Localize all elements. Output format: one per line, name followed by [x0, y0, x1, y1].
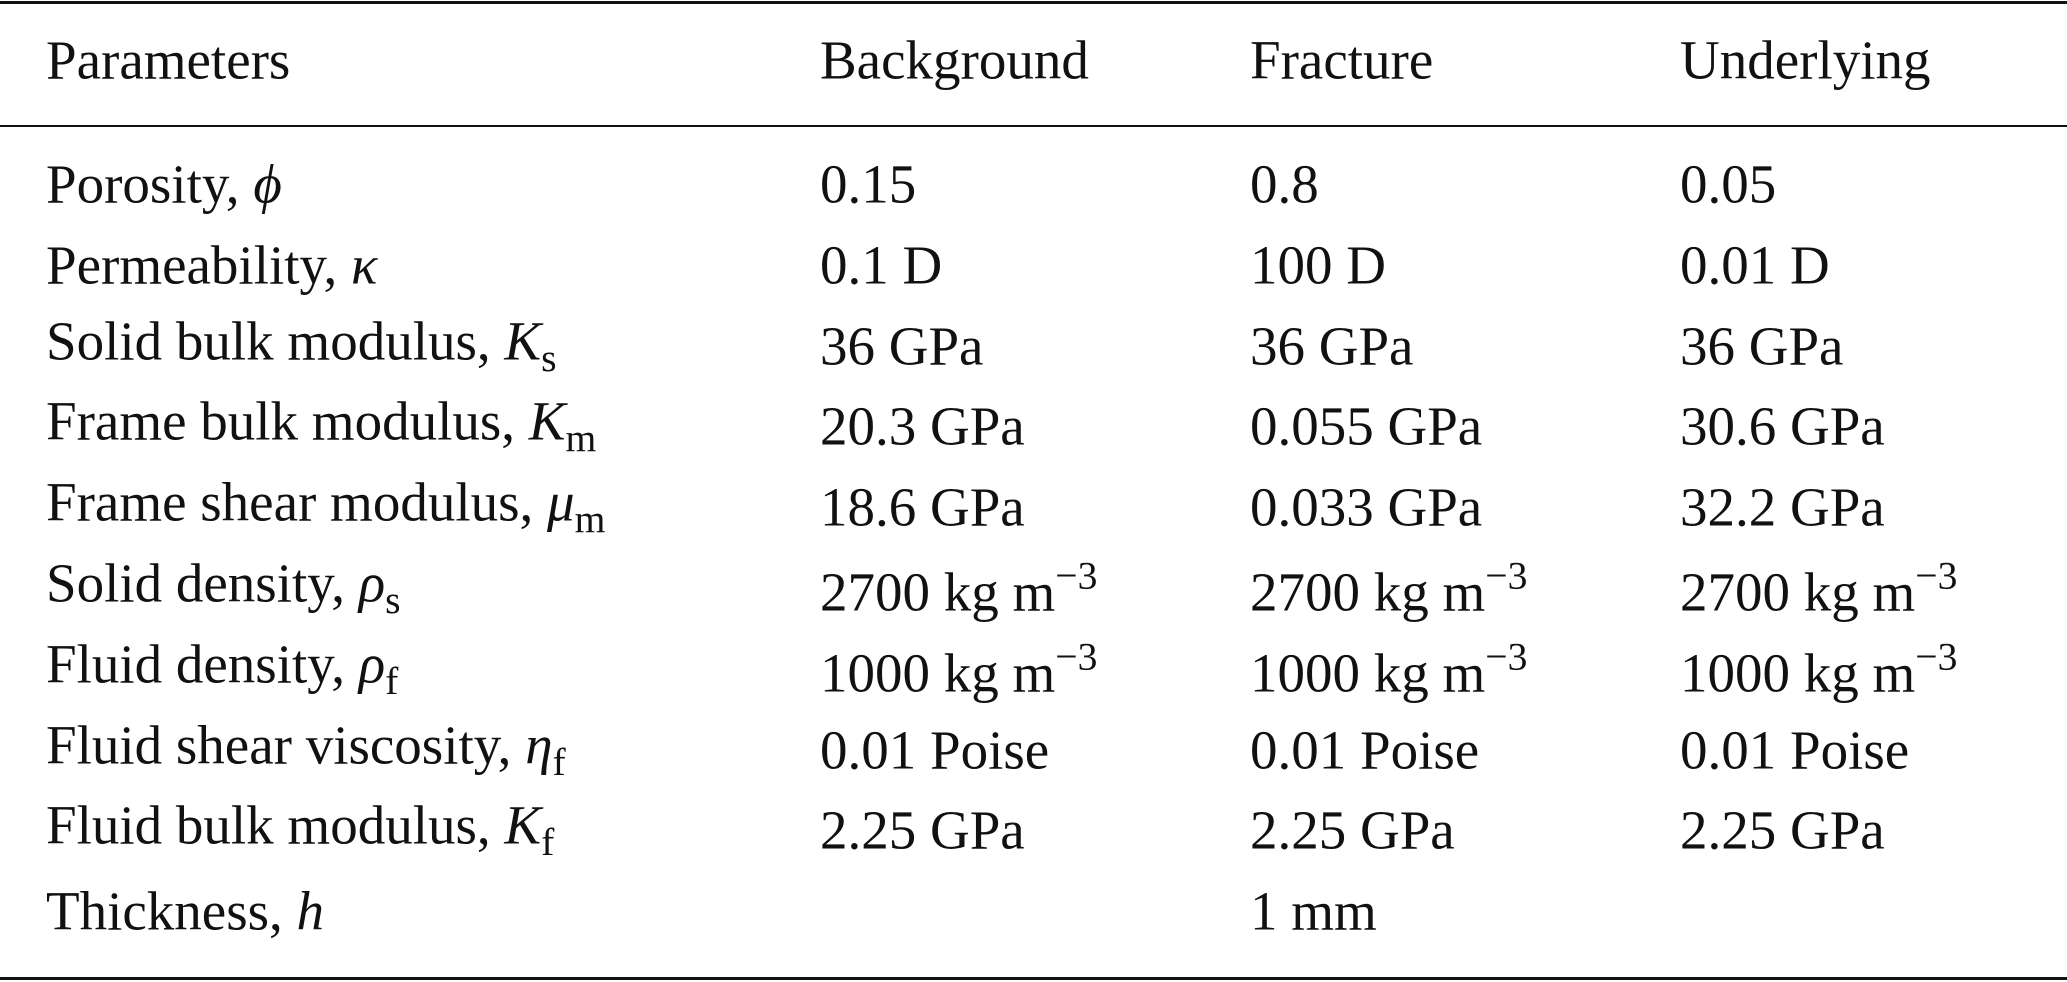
label-text: Fluid density,: [46, 633, 345, 695]
symbol: ρs: [358, 552, 401, 623]
subscript: s: [541, 335, 557, 380]
label-text: Solid bulk modulus,: [46, 309, 491, 371]
label-text: Permeability,: [46, 234, 338, 296]
header-cell: Underlying: [1680, 29, 1931, 91]
symbol: μm: [547, 471, 606, 542]
value-cell: 2700 kg m−3: [1680, 553, 1958, 623]
value-cell: 0.055 GPa: [1250, 395, 1483, 457]
value-cell: 36 GPa: [820, 315, 984, 377]
symbol: Km: [528, 390, 597, 461]
value-cell: 0.8: [1250, 153, 1319, 215]
value-cell: 0.01 Poise: [1250, 719, 1480, 781]
value-cell: 0.01 D: [1680, 234, 1830, 296]
subscript: f: [541, 820, 555, 865]
subscript: f: [385, 658, 399, 703]
subscript: m: [565, 416, 597, 461]
value-cell: 36 GPa: [1250, 315, 1414, 377]
value-cell: 1000 kg m−3: [1680, 634, 1958, 704]
symbol: ρf: [358, 633, 399, 703]
label-text: Fluid shear viscosity,: [46, 713, 512, 775]
subscript: f: [552, 739, 566, 784]
row-label: Solid bulk modulus, Ks: [46, 313, 557, 378]
label-text: Porosity,: [46, 153, 240, 215]
label-text: Frame shear modulus,: [46, 471, 534, 533]
value-cell: 0.01 Poise: [820, 719, 1050, 781]
header-rule: [0, 125, 2067, 127]
header-cell: Fracture: [1250, 29, 1434, 91]
symbol: κ: [350, 234, 378, 296]
header-cell: Parameters: [46, 29, 291, 91]
symbol: h: [296, 880, 325, 942]
row-label: Frame bulk modulus, Km: [46, 394, 596, 459]
value-cell: 0.15: [820, 153, 917, 215]
subscript: s: [385, 578, 401, 623]
top-rule: [0, 1, 2067, 4]
value-cell: 32.2 GPa: [1680, 476, 1885, 538]
superscript: −3: [1485, 634, 1528, 679]
value-cell: 0.1 D: [820, 234, 943, 296]
value-cell: 1000 kg m−3: [820, 634, 1098, 704]
value-cell: 0.01 Poise: [1680, 719, 1910, 781]
symbol: ηf: [525, 713, 566, 784]
value-cell: 18.6 GPa: [820, 476, 1025, 538]
label-text: Thickness,: [46, 880, 283, 942]
superscript: −3: [1485, 553, 1528, 598]
value-cell: 0.033 GPa: [1250, 476, 1483, 538]
value-cell: 100 D: [1250, 234, 1386, 296]
value-cell: 30.6 GPa: [1680, 395, 1885, 457]
label-text: Solid density,: [46, 552, 345, 614]
value-cell: 2.25 GPa: [1250, 799, 1455, 861]
value-cell: 20.3 GPa: [820, 395, 1025, 457]
row-label: Fluid bulk modulus, Kf: [46, 798, 554, 863]
value-cell: 0.05: [1680, 153, 1777, 215]
value-cell: 36 GPa: [1680, 315, 1844, 377]
value-text: 2700 kg m: [820, 561, 1056, 623]
row-label: Frame shear modulus, μm: [46, 474, 605, 539]
value-cell: 1 mm: [1250, 880, 1377, 942]
label-text: Frame bulk modulus,: [46, 390, 516, 452]
symbol: Ks: [504, 309, 557, 380]
row-label: Thickness, h: [46, 884, 324, 939]
header-cell: Background: [820, 29, 1089, 91]
superscript: −3: [1915, 634, 1958, 679]
row-label: Permeability, κ: [46, 237, 377, 292]
value-text: 1000 kg m: [1250, 642, 1486, 704]
row-label: Fluid shear viscosity, ηf: [46, 717, 566, 782]
value-text: 2700 kg m: [1250, 561, 1486, 623]
value-cell: 2700 kg m−3: [1250, 553, 1528, 623]
value-cell: 2700 kg m−3: [820, 553, 1098, 623]
value-cell: 2.25 GPa: [820, 799, 1025, 861]
value-text: 1000 kg m: [820, 642, 1056, 704]
bottom-rule: [0, 977, 2067, 980]
value-text: 2700 kg m: [1680, 561, 1916, 623]
symbol: ϕ: [253, 153, 282, 215]
superscript: −3: [1055, 553, 1098, 598]
symbol: Kf: [504, 794, 555, 865]
row-label: Porosity, ϕ: [46, 157, 282, 212]
subscript: m: [574, 497, 606, 542]
row-label: Solid density, ρs: [46, 555, 401, 620]
label-text: Fluid bulk modulus,: [46, 794, 491, 856]
superscript: −3: [1915, 553, 1958, 598]
value-cell: 1000 kg m−3: [1250, 634, 1528, 704]
value-text: 1000 kg m: [1680, 642, 1916, 704]
row-label: Fluid density, ρf: [46, 636, 398, 701]
value-cell: 2.25 GPa: [1680, 799, 1885, 861]
superscript: −3: [1055, 634, 1098, 679]
